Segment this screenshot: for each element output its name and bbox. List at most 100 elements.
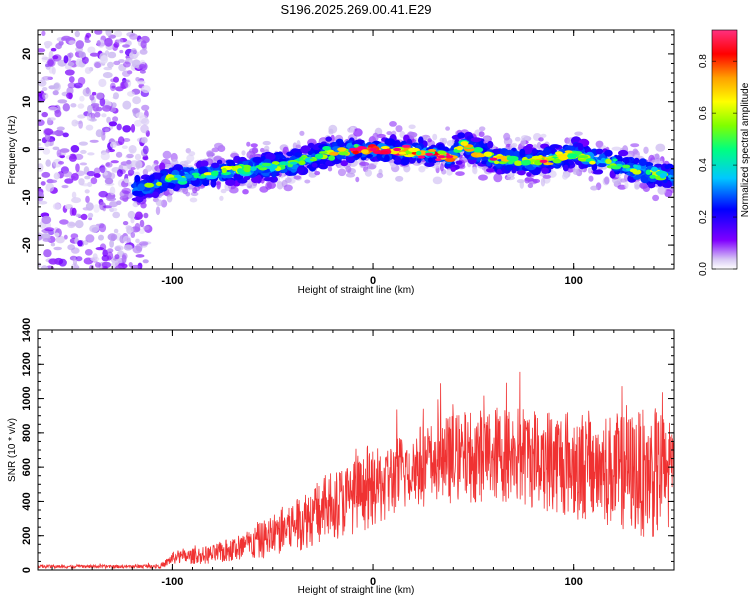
heatmap-cell bbox=[486, 168, 495, 173]
heatmap-cell bbox=[577, 155, 589, 159]
colorbar-tick-label: 0.0 bbox=[698, 262, 709, 276]
heatmap-cell bbox=[295, 144, 301, 149]
heatmap-cell bbox=[543, 147, 550, 156]
heatmap-cell bbox=[68, 76, 75, 83]
heatmap-cell bbox=[471, 166, 477, 174]
snr-xtick-label: 100 bbox=[565, 576, 583, 588]
heatmap-cell bbox=[71, 247, 80, 254]
snr-ytick-label: 200 bbox=[21, 527, 33, 545]
heatmap-cell bbox=[395, 175, 404, 182]
heatmap-cell bbox=[102, 249, 108, 257]
heatmap-cell bbox=[89, 52, 99, 57]
heatmap-cell bbox=[506, 175, 515, 181]
heatmap-cell bbox=[504, 164, 514, 171]
heatmap-cell bbox=[630, 143, 640, 148]
heatmap-cell bbox=[446, 140, 455, 147]
heatmap-cell bbox=[142, 145, 149, 155]
heatmap-cell bbox=[100, 55, 108, 64]
colorbar-gradient bbox=[711, 29, 738, 270]
heatmap-cell bbox=[595, 148, 604, 155]
heatmap-cell bbox=[52, 55, 59, 60]
heatmap-cell bbox=[318, 164, 328, 170]
heatmap-cell bbox=[250, 143, 258, 148]
heatmap-cell bbox=[114, 30, 123, 37]
spectrogram-xlabel: Height of straight line (km) bbox=[298, 285, 415, 296]
heatmap-cell bbox=[294, 152, 302, 158]
heatmap-cell bbox=[542, 174, 552, 179]
heatmap-cell bbox=[437, 150, 446, 155]
heatmap-cell bbox=[250, 166, 257, 172]
heatmap-cell bbox=[643, 146, 649, 154]
heatmap-cell bbox=[79, 162, 88, 166]
heatmap-cell bbox=[526, 172, 532, 177]
heatmap-cell bbox=[114, 245, 124, 251]
heatmap-cell bbox=[98, 234, 104, 241]
snr-ytick-label: 600 bbox=[21, 458, 33, 476]
heatmap-cell bbox=[216, 159, 223, 165]
heatmap-cell bbox=[122, 44, 130, 48]
heatmap-cell bbox=[211, 147, 219, 153]
heatmap-cell bbox=[299, 130, 305, 136]
heatmap-cell bbox=[92, 253, 98, 261]
heatmap-cell bbox=[43, 40, 53, 47]
heatmap-cell bbox=[140, 202, 147, 209]
heatmap-cell bbox=[139, 219, 145, 228]
heatmap-cell bbox=[95, 106, 103, 112]
heatmap-cell bbox=[514, 136, 521, 142]
heatmap-cell bbox=[611, 146, 622, 151]
heatmap-cell bbox=[633, 157, 640, 164]
heatmap-cell bbox=[354, 139, 365, 144]
heatmap-cell bbox=[41, 30, 46, 36]
heatmap-cell bbox=[219, 195, 224, 201]
heatmap-cell bbox=[102, 72, 113, 79]
snr-ytick-label: 800 bbox=[21, 424, 33, 442]
heatmap-cell bbox=[50, 47, 57, 52]
heatmap-cell bbox=[540, 177, 546, 187]
heatmap-cell bbox=[47, 179, 58, 184]
heatmap-cell bbox=[81, 56, 89, 64]
heatmap-cell bbox=[149, 174, 155, 183]
heatmap-cell bbox=[45, 159, 51, 167]
heatmap-cell bbox=[77, 240, 83, 247]
heatmap-cell bbox=[590, 185, 598, 191]
heatmap-cell bbox=[203, 172, 213, 176]
heatmap-cell bbox=[304, 179, 311, 184]
heatmap-cell bbox=[127, 173, 133, 177]
heatmap-cell bbox=[54, 109, 62, 118]
heatmap-cell bbox=[243, 167, 251, 173]
heatmap-cell bbox=[46, 58, 56, 67]
heatmap-cell bbox=[141, 104, 150, 111]
heatmap-cell bbox=[539, 159, 548, 163]
heatmap-cell bbox=[517, 169, 526, 176]
heatmap-cell bbox=[190, 191, 199, 197]
heatmap-cell bbox=[470, 137, 482, 143]
heatmap-cell bbox=[314, 171, 321, 176]
heatmap-cell bbox=[122, 221, 129, 226]
heatmap-cell bbox=[126, 159, 132, 165]
heatmap-cell bbox=[588, 175, 594, 182]
heatmap-cell bbox=[68, 154, 77, 162]
heatmap-cell bbox=[328, 155, 336, 161]
heatmap-cell bbox=[211, 171, 219, 177]
heatmap-cell bbox=[107, 51, 117, 59]
heatmap-cell bbox=[538, 137, 544, 142]
heatmap-cell bbox=[513, 150, 520, 158]
heatmap-cell bbox=[103, 171, 108, 176]
heatmap-cell bbox=[94, 62, 101, 69]
heatmap-cell bbox=[122, 70, 131, 77]
heatmap-cell bbox=[649, 174, 656, 179]
heatmap-cell bbox=[622, 164, 631, 169]
heatmap-cell bbox=[134, 211, 143, 220]
heatmap-cell bbox=[123, 244, 133, 251]
heatmap-cell bbox=[496, 168, 502, 175]
heatmap-cell bbox=[78, 178, 85, 186]
heatmap-cell bbox=[156, 181, 162, 186]
heatmap-cell bbox=[241, 150, 246, 156]
heatmap-cell bbox=[63, 55, 69, 64]
heatmap-cell bbox=[520, 159, 531, 166]
heatmap-cell bbox=[109, 201, 118, 208]
spectrogram-xtick-label: -100 bbox=[161, 275, 183, 287]
heatmap-cell bbox=[507, 160, 514, 165]
spectrogram-ylabel: Frequency (Hz) bbox=[7, 116, 18, 185]
heatmap-cell bbox=[237, 168, 244, 174]
